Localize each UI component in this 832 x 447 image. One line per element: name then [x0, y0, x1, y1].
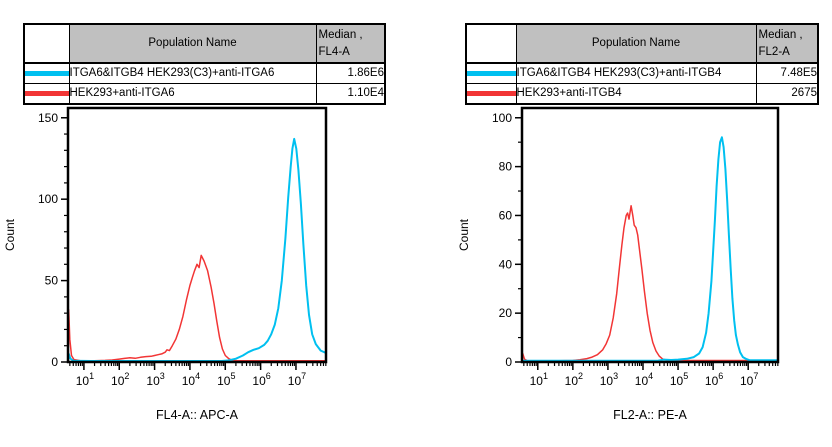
median-header: Median , FL2-A [755, 23, 819, 64]
y-tick-label: 40 [499, 257, 513, 271]
y-tick-label: 80 [499, 160, 513, 174]
x-tick-label: 105 [670, 371, 688, 388]
histogram-curve-cyan [522, 136, 778, 362]
x-tick-label: 103 [146, 371, 164, 388]
x-tick-label: 105 [217, 371, 235, 388]
x-tick-label: 107 [288, 371, 306, 388]
y-tick-label: 20 [499, 306, 513, 320]
table-row: ITGA6&ITGB4 HEK293(C3)+anti-ITGB4 7.48E5 [465, 62, 819, 84]
median-value: 2675 [755, 83, 819, 105]
right-population-table: Population Name Median , FL2-A ITGA6&ITG… [465, 23, 819, 105]
table-row: HEK293+anti-ITGB4 2675 [465, 83, 819, 105]
swatch-header-cell [465, 23, 517, 64]
y-tick-label: 0 [51, 355, 58, 369]
y-tick-label: 50 [45, 274, 59, 288]
red-series-swatch [467, 91, 515, 96]
median-value: 1.86E6 [315, 62, 386, 84]
x-tick-label: 104 [182, 371, 200, 388]
x-axis-title: FL4-A:: APC-A [156, 408, 239, 422]
histogram-curve-red [522, 204, 778, 362]
y-tick-label: 150 [38, 111, 58, 125]
cyan-series-swatch [25, 71, 68, 76]
y-tick-label: 60 [499, 208, 513, 222]
table-row: HEK293+anti-ITGA6 1.10E4 [23, 83, 386, 105]
table-row: ITGA6&ITGB4 HEK293(C3)+anti-ITGA6 1.86E6 [23, 62, 386, 84]
median-value: 7.48E5 [755, 62, 819, 84]
median-value: 1.10E4 [315, 83, 386, 105]
x-tick-label: 101 [530, 371, 548, 388]
y-tick-label: 100 [38, 192, 58, 206]
median-header: Median , FL4-A [315, 23, 386, 64]
cyan-series-swatch [467, 71, 515, 76]
table-header-row: Population Name Median , FL4-A [23, 23, 386, 64]
x-tick-label: 102 [565, 371, 583, 388]
population-name-header: Population Name [515, 23, 757, 64]
histogram-curve-red [68, 254, 326, 362]
swatch-header-cell [23, 23, 70, 64]
median-header-line1: Median , [318, 28, 363, 41]
flow-histogram-right: 0 20 40 60 80 100 101 102 103 104 105 106 107 Count FL… [457, 106, 780, 422]
population-name-header: Population Name [68, 23, 317, 64]
y-axis-title: Count [3, 218, 17, 251]
table-header-row: Population Name Median , FL2-A [465, 23, 819, 64]
population-label: HEK293+anti-ITGA6 [68, 83, 317, 105]
plot-frame [66, 106, 328, 364]
x-tick-label: 106 [705, 371, 723, 388]
histogram-curve-cyan [68, 137, 326, 362]
y-tick-label: 0 [505, 355, 512, 369]
median-header-line1: Median , [758, 28, 803, 41]
x-tick-label: 103 [600, 371, 618, 388]
y-axis-title: Count [457, 218, 471, 251]
red-series-swatch [25, 91, 68, 96]
x-tick-label: 104 [635, 371, 653, 388]
x-tick-label: 106 [252, 371, 270, 388]
y-tick-label: 100 [492, 111, 512, 125]
population-label: HEK293+anti-ITGB4 [515, 83, 757, 105]
population-label: ITGA6&ITGB4 HEK293(C3)+anti-ITGB4 [515, 62, 757, 84]
x-tick-label: 107 [740, 371, 758, 388]
plot-frame [520, 106, 780, 364]
flow-histogram-left: 0 50 100 150 101 102 103 104 105 106 107 Count FL4-A… [3, 106, 328, 422]
x-tick-label: 102 [111, 371, 129, 388]
x-axis-title: FL2-A:: PE-A [613, 408, 687, 422]
median-header-line2: FL2-A [758, 45, 790, 58]
left-population-table: Population Name Median , FL4-A ITGA6&ITG… [23, 23, 386, 105]
median-header-line2: FL4-A [318, 45, 350, 58]
population-label: ITGA6&ITGB4 HEK293(C3)+anti-ITGA6 [68, 62, 317, 84]
x-tick-label: 101 [76, 371, 94, 388]
